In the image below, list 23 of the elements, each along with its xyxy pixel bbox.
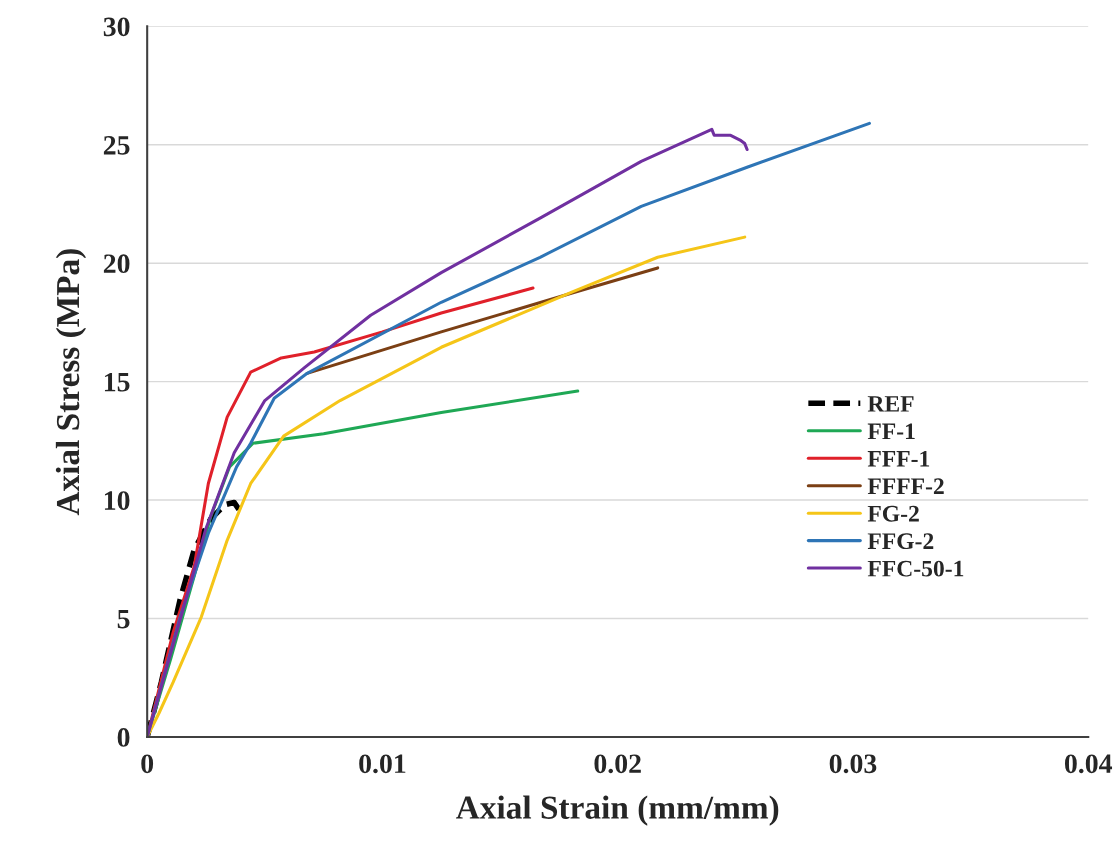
y-tick-label: 20: [103, 254, 130, 274]
line-series: [147, 127, 749, 737]
y-tick-label: 5: [117, 609, 130, 629]
legend-label: FFC-50-1: [867, 560, 964, 577]
y-tick-label: 0: [117, 728, 130, 747]
x-tick-label: 0.04: [1064, 754, 1113, 774]
legend-label: FG-2: [867, 505, 919, 522]
y-tick-label: 15: [104, 372, 130, 392]
x-axis-title: Axial Strain (mm/mm): [456, 795, 779, 826]
x-tick-label: 0.01: [359, 754, 406, 774]
legend-label: FF-1: [867, 423, 915, 440]
legend-label: FFF-1: [867, 450, 930, 467]
legend-label: FFFF-2: [867, 478, 944, 494]
y-tick-label: 30: [103, 17, 130, 37]
y-tick-label: 10: [104, 491, 130, 510]
y-axis-title: Axial Stress (MPa): [55, 249, 87, 516]
legend-label: FFG-2: [867, 533, 934, 550]
x-tick-label: 0: [141, 754, 154, 774]
x-tick-label: 0.03: [829, 754, 877, 774]
legend-label: REF: [867, 396, 914, 412]
line-series: [147, 235, 747, 737]
x-tick-label: 0.02: [594, 754, 641, 774]
y-tick-label: 25: [103, 136, 130, 155]
